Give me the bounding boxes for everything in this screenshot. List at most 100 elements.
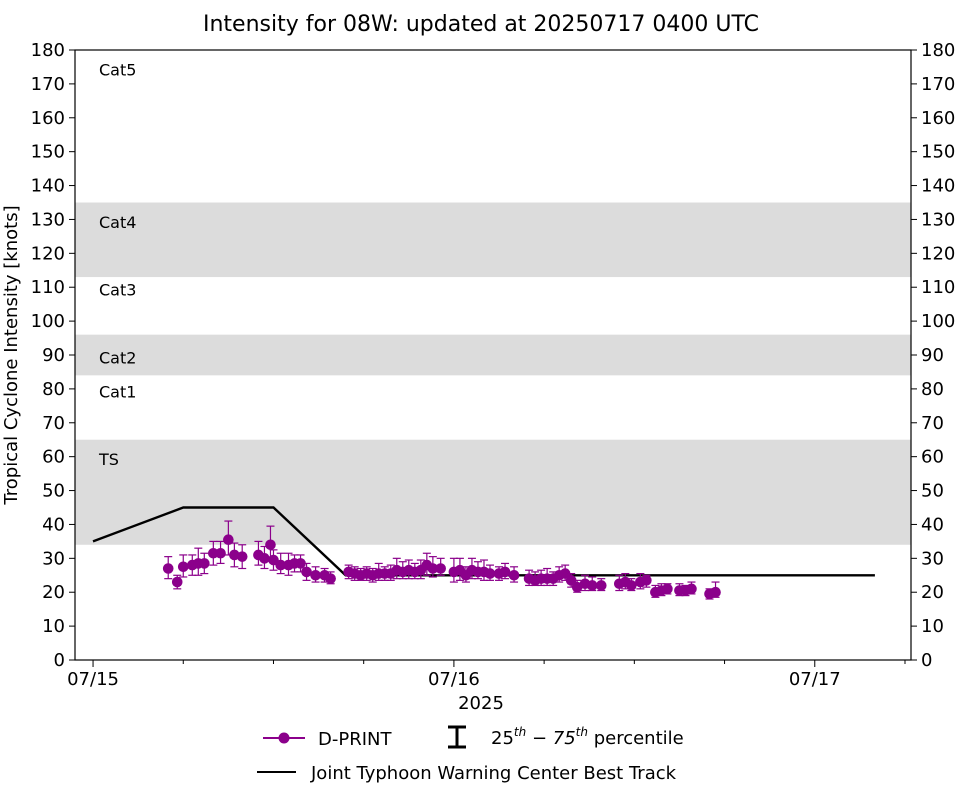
dprint-point [565,572,577,588]
dprint-marker [435,563,446,574]
percentile-hi: − 75 [526,728,575,749]
dprint-point [325,571,336,585]
y-tick-label-right: 60 [921,447,944,468]
band-cat2 [75,334,911,376]
dprint-marker [199,558,210,569]
percentile-suffix: percentile [588,728,684,749]
category-band-labels: TS Cat1 Cat2 Cat3 Cat4 Cat5 [98,60,136,469]
dprint-point [626,578,637,592]
y-tick-label-left: 10 [42,616,65,637]
dprint-marker [275,559,286,571]
band-label-ts: TS [98,450,119,469]
y-tick-label-left: 50 [42,481,65,502]
dprint-marker [215,547,226,559]
dprint-marker [171,576,183,588]
y-tick-label-right: 180 [921,40,955,61]
dprint-marker [325,573,336,584]
y-tick-label-right: 110 [921,277,955,298]
y-tick-label-left: 140 [31,176,65,197]
dprint-series [162,520,721,600]
x-tick-label: 07/17 [789,669,841,690]
dprint-marker [162,563,174,574]
category-bands [75,202,911,545]
y-tick-label-right: 80 [921,379,944,400]
band-ts [75,439,911,545]
dprint-marker [686,583,697,595]
y-tick-label-left: 150 [31,142,65,163]
dprint-point [385,564,397,581]
y-tick-label-right: 140 [921,176,955,197]
dprint-marker [484,568,496,579]
dprint-point [215,540,226,565]
percentile-lo: 25 [491,728,514,749]
dprint-point [641,574,652,588]
y-tick-label-right: 40 [921,514,944,535]
y-tick-label-left: 20 [42,582,65,603]
dprint-marker [427,563,439,574]
dprint-point [427,556,439,578]
y-tick-label-right: 150 [921,142,955,163]
dprint-point [595,578,607,592]
dprint-marker [586,580,598,591]
y-tick-label-left: 90 [42,345,65,366]
dprint-marker [508,569,520,581]
y-tick-label-left: 160 [31,108,65,129]
band-label-cat4: Cat4 [99,213,136,232]
y-tick-label-left: 30 [42,548,65,569]
dprint-point [559,564,571,581]
dprint-point [162,556,174,580]
y-axis-label: Tropical Cyclone Intensity [knots] [1,205,22,505]
dprint-marker [259,553,270,564]
y-tick-label-left: 180 [31,40,65,61]
dprint-point [265,525,276,559]
legend-percentile-label: 25th − 75th percentile [491,725,684,749]
y-tick-label-right: 170 [921,74,955,95]
dprint-point [710,581,721,598]
dprint-point [301,562,312,581]
dprint-point [199,552,210,575]
dprint-point [466,557,478,580]
band-cat4 [75,202,911,278]
dprint-marker [595,580,607,591]
y-tick-label-right: 100 [921,311,955,332]
dprint-point [586,576,598,592]
dprint-point [508,566,520,583]
dprint-marker [499,566,511,578]
x-axis-label: 2025 [458,693,504,714]
dprint-marker [301,566,312,578]
dprint-point [275,552,286,575]
dprint-marker [295,558,306,569]
band-label-cat1: Cat1 [99,382,136,401]
y-tick-label-left: 40 [42,514,65,535]
y-tick-label-left: 60 [42,447,65,468]
dprint-marker [310,569,321,581]
chart-title: Intensity for 08W: updated at 20250717 0… [203,12,759,37]
band-label-cat2: Cat2 [99,348,136,367]
x-tick-label: 07/15 [67,669,119,690]
y-tick-label-left: 120 [31,243,65,264]
legend-dprint-marker [278,732,290,744]
y-tick-label-right: 90 [921,345,944,366]
x-axis: 07/15 07/16 07/17 [67,660,906,690]
band-label-cat3: Cat3 [99,281,136,300]
dprint-point [310,566,321,583]
dprint-point [171,574,183,590]
dprint-marker [559,568,571,579]
y-tick-label-left: 170 [31,74,65,95]
y-tick-label-left: 130 [31,209,65,230]
y-tick-label-right: 120 [921,243,955,264]
dprint-point [223,520,234,556]
percentile-lo-sup: th [514,725,526,739]
y-tick-label-right: 0 [921,650,932,671]
dprint-point [662,583,673,595]
dprint-marker [626,580,637,591]
dprint-point [295,554,306,573]
x-tick-label: 07/16 [428,669,480,690]
y-tick-label-left: 110 [31,277,65,298]
legend: D-PRINT 25th − 75th percentile Joint Typ… [257,725,684,784]
y-tick-label-left: 100 [31,311,65,332]
dprint-marker [236,551,248,562]
legend-best-track-label: Joint Typhoon Warning Center Best Track [310,763,677,784]
dprint-marker [177,561,189,573]
